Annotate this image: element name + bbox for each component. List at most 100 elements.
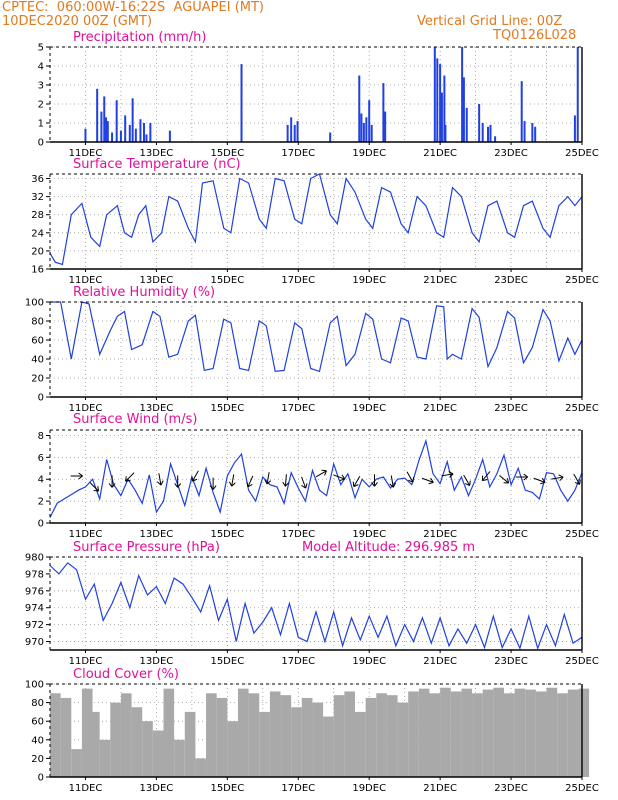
wind-arrow-icon [371, 474, 378, 487]
cloud-bar [344, 691, 356, 777]
precip-bar [134, 128, 137, 142]
precip-bar [360, 113, 363, 142]
x-tick-label: 25DEC [565, 148, 599, 159]
cloud-bar [376, 693, 387, 777]
panel-3: 0 20 40 60 80 100 11DEC 13DEC 15DEC 17DEC 19DEC 21D… [25, 285, 599, 414]
wind-arrow-head [209, 485, 217, 490]
y-tick-label: 16 [31, 265, 44, 276]
precip-bar [131, 98, 134, 142]
x-tick-label: 17DEC [281, 148, 315, 159]
cloud-bar [514, 688, 526, 777]
wind-arrow-head [339, 474, 346, 481]
cloud-bar [81, 688, 93, 777]
wind-arrow-head [301, 483, 308, 489]
precip-bar [286, 124, 289, 142]
x-tick-label: 19DEC [352, 148, 386, 159]
y-tick-label: 40 [31, 355, 44, 366]
wind-arrow-head [282, 481, 290, 487]
cloud-bar [216, 697, 228, 777]
panel-5: 970 972 974 976 978 980 11DEC 13DEC 15DEC 17DEC 19… [25, 540, 599, 667]
cloud-bar [50, 693, 61, 777]
x-tick-label: 23DEC [494, 403, 528, 414]
precip-bar [465, 107, 468, 142]
x-tick-label: 17DEC [281, 783, 315, 794]
y-tick-label: 20 [31, 754, 44, 765]
cloud-bar [312, 702, 324, 777]
series-line [49, 438, 583, 518]
panel-4: 0 2 4 6 8 11DEC 13DEC 15DEC 17DEC 19DEC 21DEC 23DEC… [38, 412, 599, 540]
cloud-bar [472, 693, 483, 777]
precip-bar [523, 121, 526, 142]
x-tick-label: 13DEC [140, 148, 174, 159]
wind-arrow-shaft [551, 476, 564, 480]
wind-arrow-icon [352, 475, 361, 488]
y-tick-label: 100 [25, 680, 44, 691]
wind-arrow-head [523, 473, 529, 481]
wind-arrow-head [228, 481, 236, 487]
x-tick-label: 11DEC [69, 148, 103, 159]
header-date: 10DEC2020 00Z (GMT) [2, 14, 153, 29]
wind-arrow-head [108, 483, 116, 488]
wind-arrow-icon [499, 474, 510, 484]
precip-bar [290, 117, 293, 142]
y-tick-label: 0 [38, 138, 44, 149]
cloud-bar [546, 687, 558, 777]
x-tick-label: 23DEC [494, 148, 528, 159]
x-tick-label: 23DEC [494, 656, 528, 667]
wind-arrow-head [464, 480, 471, 486]
x-tick-label: 11DEC [69, 275, 103, 286]
precip-bar [433, 47, 436, 142]
wind-arrow-shaft [406, 471, 414, 483]
wind-arrow-head [125, 476, 131, 482]
precip-bar [462, 77, 465, 142]
cloud-bar [557, 693, 568, 777]
series-line [49, 173, 583, 266]
cloud-bar [450, 691, 462, 777]
y-tick-label: 2 [38, 100, 44, 111]
cloud-bar [195, 758, 207, 777]
cloud-bar [163, 688, 175, 777]
header-station: CPTEC: 060:00W-16:22S AGUAPEI (MT) [2, 0, 264, 15]
precip-bar [145, 134, 148, 142]
panel-title: Surface Pressure (hPa) [73, 540, 220, 555]
precip-bar [100, 111, 103, 142]
cloud-bar [365, 697, 377, 777]
wind-arrow-icon [246, 475, 254, 488]
y-tick-label: 0 [38, 773, 44, 784]
wind-arrow-icon [421, 477, 434, 485]
cloud-bar [440, 687, 451, 777]
precip-bar [573, 115, 576, 142]
precip-bar [362, 123, 365, 142]
wind-arrow-head [481, 475, 488, 482]
precip-bar [478, 104, 481, 142]
x-tick-label: 21DEC [423, 275, 457, 286]
wind-arrow-head [321, 469, 327, 476]
precip-bar [531, 123, 534, 142]
x-tick-label: 11DEC [69, 403, 103, 414]
wind-arrow-head [78, 472, 83, 480]
x-tick-label: 25DEC [565, 783, 599, 794]
x-tick-label: 15DEC [210, 656, 244, 667]
wind-arrow-head [174, 483, 182, 488]
precip-bar [103, 96, 106, 142]
x-tick-label: 13DEC [140, 275, 174, 286]
wind-arrow-icon [282, 474, 290, 487]
wind-arrow-head [371, 481, 378, 487]
x-tick-label: 11DEC [69, 656, 103, 667]
cloud-bar [418, 688, 430, 777]
wind-arrow-icon [108, 475, 116, 488]
wind-arrow-shaft [315, 470, 327, 478]
cloud-bar [301, 697, 313, 777]
wind-arrow-shaft [353, 475, 361, 487]
x-tick-label: 17DEC [281, 656, 315, 667]
cloud-bar [355, 711, 366, 777]
wind-arrow-shaft [499, 474, 509, 484]
precip-bar [489, 124, 492, 142]
y-tick-label: 970 [25, 637, 44, 648]
x-tick-label: 19DEC [352, 403, 386, 414]
wind-arrow-icon [389, 475, 397, 488]
precip-bar [168, 130, 171, 142]
wind-arrow-shaft [421, 477, 434, 483]
wind-arrow-shaft [284, 474, 287, 487]
